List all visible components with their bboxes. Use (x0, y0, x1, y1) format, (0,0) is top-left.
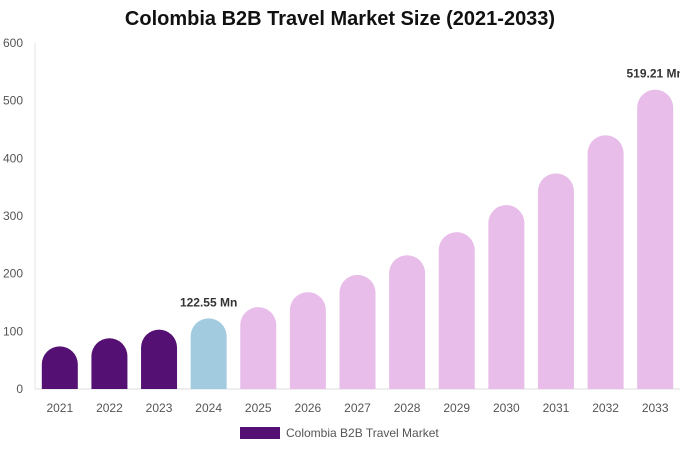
legend-label: Colombia B2B Travel Market (286, 426, 439, 440)
x-tick-label: 2028 (394, 401, 421, 415)
bar-2021 (41, 346, 78, 389)
data-label-2033: 519.21 Mn (627, 67, 680, 81)
bar-2026 (289, 292, 326, 389)
legend-swatch (240, 427, 280, 439)
x-tick-label: 2023 (146, 401, 173, 415)
x-tick-label: 2024 (195, 401, 222, 415)
bar-2027 (339, 274, 376, 389)
y-tick-label: 0 (16, 382, 23, 396)
bar-2031 (537, 173, 574, 389)
legend: Colombia B2B Travel Market (240, 426, 439, 440)
y-tick-label: 500 (3, 94, 23, 108)
bar-2032 (587, 135, 624, 389)
y-tick-label: 100 (3, 324, 23, 338)
x-tick-label: 2030 (493, 401, 520, 415)
x-tick-label: 2032 (592, 401, 619, 415)
x-tick-label: 2033 (642, 401, 669, 415)
y-tick-label: 200 (3, 267, 23, 281)
x-tick-label: 2021 (46, 401, 73, 415)
x-tick-label: 2027 (344, 401, 371, 415)
bar-2028 (389, 255, 426, 389)
bar-2030 (488, 205, 525, 389)
x-tick-label: 2026 (295, 401, 322, 415)
chart-title: Colombia B2B Travel Market Size (2021-20… (124, 8, 556, 30)
x-tick-label: 2029 (443, 401, 470, 415)
bar-2023 (141, 329, 178, 389)
x-tick-label: 2022 (96, 401, 123, 415)
bar-2022 (91, 338, 128, 389)
bar-2033 (637, 89, 674, 389)
x-tick-label: 2025 (245, 401, 272, 415)
y-tick-label: 400 (3, 151, 23, 165)
y-tick-label: 300 (3, 209, 23, 223)
data-label-2024: 122.55 Mn (180, 295, 237, 309)
bar-2025 (240, 307, 277, 389)
bar-2029 (438, 232, 475, 389)
bar-2024 (190, 318, 227, 389)
x-tick-label: 2031 (543, 401, 570, 415)
y-tick-label: 600 (3, 36, 23, 50)
